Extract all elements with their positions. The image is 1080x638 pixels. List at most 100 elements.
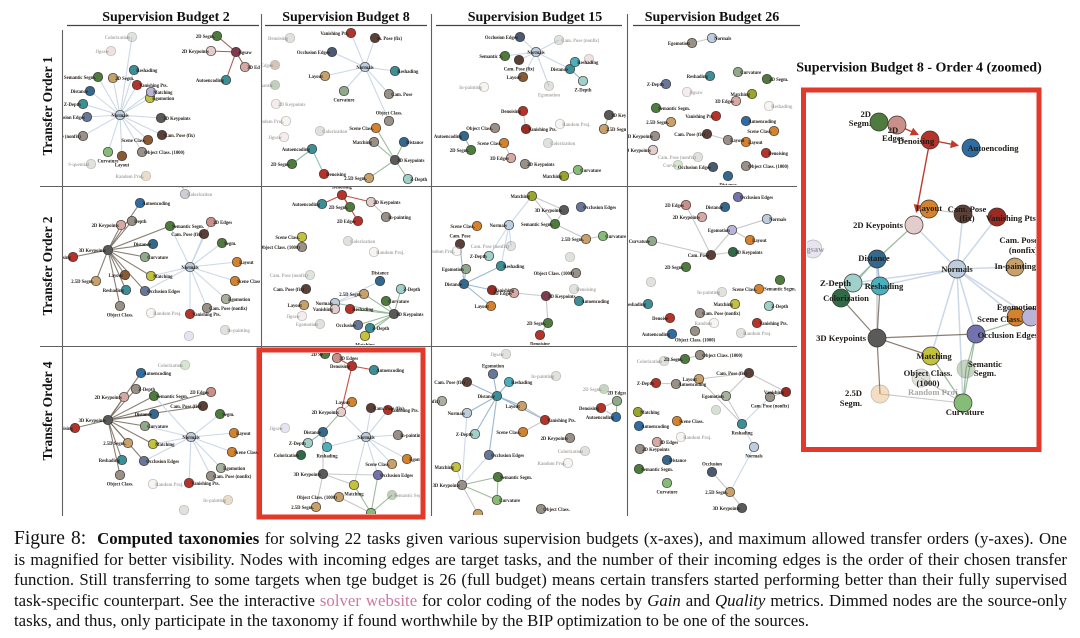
svg-text:Supervision Budget 2: Supervision Budget 2: [102, 10, 230, 25]
svg-text:Colorization: Colorization: [350, 240, 375, 245]
svg-text:2D: 2D: [888, 125, 899, 135]
svg-text:Autoencoding: Autoencoding: [641, 425, 670, 430]
svg-text:Autoencoding: Autoencoding: [434, 135, 463, 140]
svg-text:Occlusion Edges: Occlusion Edges: [52, 116, 85, 121]
svg-text:Distance: Distance: [669, 459, 686, 464]
svg-text:2.5D Segm.: 2.5D Segm.: [606, 128, 629, 133]
svg-text:Layout: Layout: [506, 76, 521, 81]
svg-text:Vanishing Pts.: Vanishing Pts.: [759, 322, 787, 327]
svg-text:3D Keypoints: 3D Keypoints: [816, 333, 867, 343]
svg-text:Autoencoding: Autoencoding: [678, 383, 707, 388]
svg-text:2D Keypoints: 2D Keypoints: [527, 163, 554, 168]
svg-text:2D: 2D: [860, 109, 871, 119]
svg-text:2D Segm.: 2D Segm.: [583, 388, 602, 393]
svg-text:Z-Depth: Z-Depth: [456, 433, 473, 438]
svg-text:Z-Depth: Z-Depth: [575, 89, 592, 94]
svg-text:2D Keypoints: 2D Keypoints: [853, 220, 904, 230]
svg-text:Curvature: Curvature: [656, 491, 677, 496]
svg-text:Curvature: Curvature: [580, 169, 601, 174]
svg-text:Random Proj.: Random Proj.: [562, 123, 590, 128]
svg-text:Z-Depth: Z-Depth: [403, 288, 420, 293]
svg-text:Occlusion Edges: Occlusion Edges: [583, 206, 616, 211]
svg-text:Z-Depth: Z-Depth: [470, 255, 487, 260]
svg-text:Distance: Distance: [551, 68, 568, 73]
svg-text:Egomotion: Egomotion: [708, 229, 730, 234]
svg-text:Z-Depth: Z-Depth: [138, 388, 155, 393]
svg-text:Layout: Layout: [287, 304, 302, 309]
svg-text:Vanishing Pts.: Vanishing Pts.: [986, 213, 1038, 223]
svg-text:Colorization: Colorization: [105, 36, 130, 41]
svg-text:3D Keypoints: 3D Keypoints: [396, 313, 423, 318]
svg-text:Jigsaw: Jigsaw: [800, 244, 826, 254]
svg-text:Semantic Segm.: Semantic Segm.: [764, 288, 796, 293]
svg-text:2.5D: 2.5D: [845, 388, 862, 398]
svg-text:In-painting: In-painting: [203, 499, 226, 504]
svg-text:Normals: Normals: [182, 436, 199, 441]
svg-text:Random Proj.: Random Proj.: [255, 120, 283, 125]
svg-text:Scene Class.: Scene Class.: [275, 236, 299, 241]
svg-text:Random Proj.: Random Proj.: [155, 483, 183, 488]
svg-text:Cam. Pose (nonfix): Cam. Pose (nonfix): [561, 39, 600, 44]
svg-text:Z-Depth: Z-Depth: [820, 278, 851, 288]
svg-text:(fix): (fix): [959, 213, 974, 223]
svg-text:2.5D Segm.: 2.5D Segm.: [71, 280, 94, 285]
svg-text:Reshading: Reshading: [771, 105, 793, 110]
svg-text:Colorization: Colorization: [187, 193, 212, 198]
svg-text:Supervision Budget 8: Supervision Budget 8: [282, 10, 410, 25]
svg-text:2D Segm.: 2D Segm.: [450, 149, 469, 154]
svg-text:2.5D Segm.: 2.5D Segm.: [646, 121, 669, 126]
svg-text:Reshading: Reshading: [511, 381, 533, 386]
svg-text:Segm.: Segm.: [974, 368, 996, 378]
svg-text:Semantic S.: Semantic S.: [479, 55, 502, 60]
svg-text:Matching: Matching: [344, 493, 364, 498]
svg-text:Distance: Distance: [135, 413, 152, 418]
svg-text:Curvature: Curvature: [499, 499, 520, 504]
svg-text:Colorization: Colorization: [274, 454, 299, 459]
svg-text:Transfer Order 1: Transfer Order 1: [40, 56, 55, 155]
svg-text:In-painting: In-painting: [994, 261, 1036, 271]
svg-text:3D Edges: 3D Edges: [490, 157, 509, 162]
svg-text:Normals: Normals: [111, 114, 128, 119]
svg-text:Jigsaw: Jigsaw: [689, 91, 703, 96]
svg-text:Autoencoding: Autoencoding: [282, 148, 311, 153]
svg-text:Semantic: Semantic: [968, 359, 1002, 369]
svg-text:Z-Depth: Z-Depth: [637, 382, 654, 387]
svg-text:Denoising: Denoising: [53, 427, 73, 432]
svg-text:Layout: Layout: [308, 75, 323, 80]
svg-text:Occlusion Edges: Occlusion Edges: [485, 36, 518, 41]
svg-text:Cam. Pose (nonfix): Cam. Pose (nonfix): [751, 405, 790, 410]
svg-text:Jigsaw: Jigsaw: [269, 427, 283, 432]
svg-text:Cam. Pose: Cam. Pose: [948, 204, 987, 214]
svg-text:Cam. Pose (fix): Cam. Pose (fix): [164, 134, 195, 139]
svg-text:Matching: Matching: [153, 275, 173, 280]
svg-text:Egomotion: Egomotion: [668, 42, 690, 47]
svg-text:Vanishing: Vanishing: [764, 391, 785, 396]
svg-text:Semantic Segm.: Semantic Segm.: [521, 223, 553, 228]
svg-text:Layout: Layout: [115, 164, 130, 169]
svg-text:Cam. Pose: Cam. Pose: [449, 234, 470, 239]
svg-text:Colorization: Colorization: [637, 360, 662, 365]
svg-text:Random Proj.: Random Proj.: [743, 332, 771, 337]
svg-text:Autoencoding: Autoencoding: [196, 79, 225, 84]
svg-text:Scene Class.: Scene Class.: [450, 225, 474, 230]
svg-text:3D Keypoints: 3D Keypoints: [735, 251, 762, 256]
svg-text:Vanishing Pts.: Vanishing Pts.: [390, 409, 418, 414]
svg-text:Egomotion: Egomotion: [538, 94, 560, 99]
svg-text:Occlusion Edges: Occlusion Edges: [297, 51, 330, 56]
svg-text:Curvature: Curvature: [147, 256, 168, 261]
svg-text:2.5D Segm.: 2.5D Segm.: [291, 506, 314, 511]
svg-text:Normals: Normals: [714, 37, 731, 42]
svg-text:Random Proj.: Random Proj.: [537, 462, 565, 467]
svg-text:Reshading: Reshading: [136, 69, 158, 74]
svg-text:Scene Class.: Scene Class.: [977, 314, 1022, 324]
svg-text:2D Keypoints: 2D Keypoints: [95, 396, 122, 401]
svg-text:2.5D Segm.: 2.5D Segm.: [467, 522, 490, 527]
svg-text:Random Proj.: Random Proj.: [426, 250, 454, 255]
svg-text:Semantic Segm.: Semantic Segm.: [658, 107, 690, 112]
svg-text:In-painting: In-painting: [531, 375, 554, 380]
svg-text:Curvature: Curvature: [605, 235, 626, 240]
svg-text:Distance: Distance: [858, 253, 890, 263]
svg-text:Curvature: Curvature: [388, 300, 409, 305]
svg-text:Matching: Matching: [155, 443, 175, 448]
svg-text:Cam. Pose: Cam. Pose: [688, 254, 709, 259]
